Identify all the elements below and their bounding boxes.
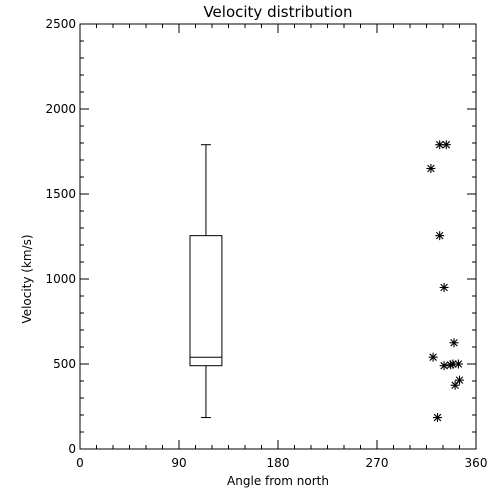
- data-point: [453, 359, 463, 369]
- data-point: [428, 352, 438, 362]
- data-point: [439, 283, 449, 292]
- x-axis-label: Angle from north: [227, 474, 329, 488]
- data-point: [433, 413, 442, 423]
- data-point: [435, 231, 445, 241]
- plot-frame: [79, 23, 477, 450]
- x-tick-label: 180: [267, 456, 290, 470]
- data-point: [439, 361, 449, 371]
- y-axis-label: Velocity (km/s): [20, 234, 34, 323]
- y-tick-label: 2000: [45, 102, 76, 116]
- y-tick-label: 1000: [45, 272, 76, 286]
- data-point: [450, 380, 460, 390]
- boxplot: [189, 144, 223, 419]
- chart-title: Velocity distribution: [203, 3, 352, 21]
- x-tick-label: 0: [76, 456, 84, 470]
- tick-labels: 0 90 180 270 360 0 500 1000 1500 2000 2500: [45, 17, 487, 470]
- x-tick-label: 270: [366, 456, 389, 470]
- x-tick-label: 360: [465, 456, 488, 470]
- data-point: [441, 140, 451, 150]
- y-tick-label: 500: [53, 357, 76, 371]
- y-tick-label: 2500: [45, 17, 76, 31]
- box-iqr: [189, 235, 223, 367]
- axis-ticks: [79, 23, 477, 450]
- x-tick-label: 90: [171, 456, 186, 470]
- data-points: [426, 140, 464, 423]
- data-point: [449, 338, 459, 348]
- data-point: [426, 164, 436, 173]
- y-tick-label: 1500: [45, 187, 76, 201]
- y-tick-label: 0: [68, 442, 76, 456]
